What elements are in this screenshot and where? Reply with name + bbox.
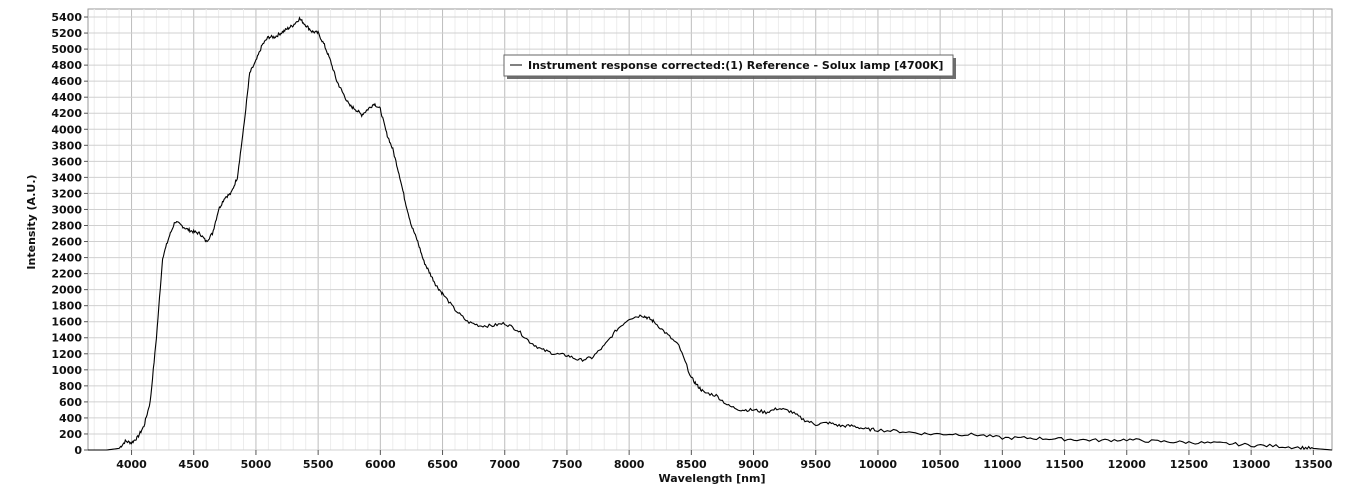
y-tick-label: 2800 xyxy=(51,219,82,232)
x-tick-label: 6500 xyxy=(427,458,458,471)
y-tick-label: 1800 xyxy=(51,300,82,313)
y-axis-ticks: 0 200 400 600 800 1000 1200 1400 1600 1800 2000 220… xyxy=(51,11,88,457)
y-tick-label: 200 xyxy=(59,428,82,441)
y-tick-label: 1600 xyxy=(51,316,82,329)
y-tick-label: 800 xyxy=(59,380,82,393)
y-tick-label: 5200 xyxy=(51,27,82,40)
x-tick-label: 9000 xyxy=(738,458,769,471)
x-tick-label: 4500 xyxy=(178,458,209,471)
x-tick-label: 7000 xyxy=(489,458,520,471)
x-tick-label: 5000 xyxy=(241,458,272,471)
plot-area xyxy=(87,8,1333,451)
x-tick-label: 13500 xyxy=(1294,458,1333,471)
x-tick-label: 12000 xyxy=(1108,458,1147,471)
y-tick-label: 1200 xyxy=(51,348,82,361)
y-tick-label: 2600 xyxy=(51,236,82,249)
x-tick-label: 11500 xyxy=(1045,458,1084,471)
y-tick-label: 3800 xyxy=(51,139,82,152)
x-tick-label: 4000 xyxy=(116,458,147,471)
series-line xyxy=(88,16,1333,451)
series-group xyxy=(88,16,1333,451)
x-tick-label: 10000 xyxy=(859,458,898,471)
x-tick-label: 8000 xyxy=(614,458,645,471)
y-tick-label: 2200 xyxy=(51,268,82,281)
x-tick-label: 12500 xyxy=(1170,458,1209,471)
y-tick-label: 4600 xyxy=(51,75,82,88)
y-tick-label: 3200 xyxy=(51,187,82,200)
grid-lines xyxy=(88,9,1332,451)
y-tick-label: 3000 xyxy=(51,203,82,216)
x-tick-label: 5500 xyxy=(303,458,334,471)
x-tick-label: 8500 xyxy=(676,458,707,471)
y-tick-label: 400 xyxy=(59,412,82,425)
y-tick-label: 5000 xyxy=(51,43,82,56)
y-tick-label: 4000 xyxy=(51,123,82,136)
x-tick-label: 9500 xyxy=(800,458,831,471)
y-tick-label: 2400 xyxy=(51,252,82,265)
y-tick-label: 5400 xyxy=(51,11,82,24)
legend: Instrument response corrected:(1) Refere… xyxy=(503,54,956,79)
x-tick-label: 6000 xyxy=(365,458,396,471)
y-tick-label: 1000 xyxy=(51,364,82,377)
legend-box xyxy=(503,54,954,77)
y-tick-label: 2000 xyxy=(51,284,82,297)
x-tick-label: 11000 xyxy=(983,458,1022,471)
y-tick-label: 600 xyxy=(59,396,82,409)
y-tick-label: 1400 xyxy=(51,332,82,345)
x-tick-label: 7500 xyxy=(552,458,583,471)
y-tick-label: 4200 xyxy=(51,107,82,120)
y-tick-label: 4400 xyxy=(51,91,82,104)
x-axis-title: Wavelength [nm] xyxy=(659,472,766,485)
x-tick-label: 13000 xyxy=(1232,458,1271,471)
y-tick-label: 3600 xyxy=(51,155,82,168)
x-tick-label: 10500 xyxy=(921,458,960,471)
y-axis-title: Intensity (A.U.) xyxy=(25,174,38,269)
x-axis-ticks: 4000 4500 5000 5500 6000 6500 7000 7500 8000 8500… xyxy=(116,450,1333,471)
legend-label: Instrument response corrected:(1) Refere… xyxy=(528,59,943,72)
y-tick-label: 4800 xyxy=(51,59,82,72)
y-tick-label: 3400 xyxy=(51,171,82,184)
y-tick-label: 0 xyxy=(74,444,82,457)
